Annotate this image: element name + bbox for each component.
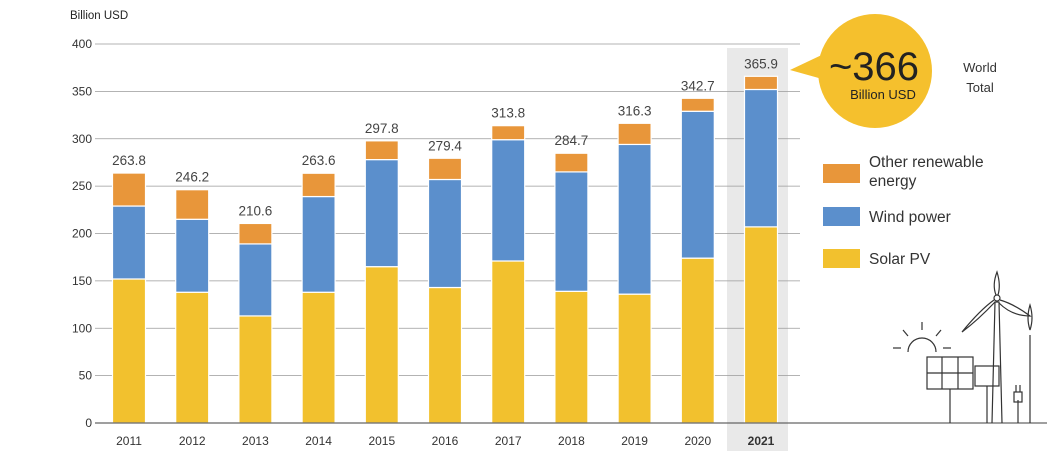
bar-2018-wind-power (554, 171, 589, 292)
bars (111, 75, 779, 424)
bar-2011-other-renewable-energy (111, 172, 147, 207)
legend: Other renewable energy Wind power Solar … (823, 154, 984, 268)
y-tick-200: 200 (72, 227, 92, 241)
y-tick-0: 0 (85, 416, 92, 430)
total-label-2017: 313.8 (491, 106, 525, 121)
bar-2017-other-renewable-energy (491, 125, 526, 141)
callout-bubble: ~366 Billion USD (790, 14, 932, 128)
bar-2017-wind-power (491, 139, 526, 262)
total-label-2018: 284.7 (555, 133, 589, 148)
bar-2021-other-renewable-energy (743, 75, 779, 91)
y-axis-unit-label: Billion USD (70, 10, 128, 22)
wind-turbine-large-icon (961, 270, 1032, 424)
x-tick-2016: 2016 (432, 434, 459, 448)
y-tick-50: 50 (79, 369, 93, 383)
solar-wind-plug-icon (893, 270, 1033, 424)
total-label-2021: 365.9 (744, 56, 778, 71)
x-tick-2011: 2011 (116, 434, 142, 448)
x-tick-2020: 2020 (684, 434, 711, 448)
y-tick-400: 400 (72, 37, 92, 51)
legend-label-wind: Wind power (869, 209, 951, 226)
x-tick-2012: 2012 (179, 434, 206, 448)
bar-2018-solar-pv (554, 290, 589, 424)
x-tick-2015: 2015 (368, 434, 395, 448)
bar-2021-wind-power (743, 88, 779, 228)
world-total-line2: Total (966, 80, 994, 95)
bar-2019-solar-pv (617, 293, 652, 424)
bar-2020-solar-pv (680, 257, 715, 424)
bar-2012-other-renewable-energy (175, 189, 210, 220)
bar-2017-solar-pv (491, 260, 526, 424)
total-label-2014: 263.6 (302, 153, 336, 168)
bar-2020-other-renewable-energy (680, 97, 715, 112)
plug-icon (1013, 385, 1023, 423)
total-label-2019: 316.3 (618, 103, 652, 118)
legend-label-other-line1: Other renewable (869, 154, 984, 171)
x-tick-2013: 2013 (242, 434, 269, 448)
total-label-2011: 263.8 (112, 153, 146, 168)
bar-2015-solar-pv (364, 266, 399, 424)
blue-swatch-icon (823, 207, 860, 226)
solar-panel-icon (926, 356, 1000, 423)
total-label-2015: 297.8 (365, 121, 399, 136)
bar-2016-wind-power (427, 178, 463, 289)
bar-2012-wind-power (175, 218, 210, 293)
y-axis-ticks: 0 50 100 150 200 250 300 350 400 (72, 37, 92, 430)
y-tick-250: 250 (72, 179, 92, 193)
bar-2011-wind-power (111, 205, 147, 280)
bar-2016-solar-pv (427, 286, 463, 424)
y-tick-350: 350 (72, 84, 92, 98)
bar-2015-wind-power (364, 158, 399, 268)
x-axis-ticks: 2011 2012 2013 2014 2015 2016 2017 2018 2019 2020… (116, 434, 775, 448)
x-tick-2019: 2019 (621, 434, 648, 448)
y-tick-100: 100 (72, 321, 92, 335)
legend-item-other-renewable: Other renewable energy (823, 154, 984, 190)
bar-2014-wind-power (301, 195, 336, 293)
bar-2018-other-renewable-energy (554, 152, 589, 173)
bar-2011-solar-pv (111, 278, 147, 424)
bar-2021-solar-pv (743, 226, 779, 424)
world-total-line1: World (963, 60, 997, 75)
bar-2020-wind-power (680, 110, 715, 259)
callout-unit: Billion USD (850, 87, 916, 102)
total-labels: 263.8 246.2 210.6 263.6 297.8 279.4 313.8 284.7… (112, 56, 778, 218)
bar-2013-other-renewable-energy (238, 222, 273, 245)
total-label-2020: 342.7 (681, 78, 715, 93)
x-tick-2018: 2018 (558, 434, 585, 448)
bar-2019-other-renewable-energy (617, 122, 652, 146)
total-label-2012: 246.2 (175, 170, 209, 185)
bar-2013-solar-pv (238, 315, 273, 424)
callout-circle (818, 14, 932, 128)
bar-2016-other-renewable-energy (427, 157, 463, 181)
bar-2013-wind-power (238, 243, 273, 317)
wind-turbine-small-icon (1027, 302, 1033, 423)
yellow-swatch-icon (823, 249, 860, 268)
y-tick-150: 150 (72, 274, 92, 288)
legend-item-wind: Wind power (823, 207, 951, 226)
legend-item-solar: Solar PV (823, 249, 931, 268)
bar-2015-other-renewable-energy (364, 140, 399, 161)
y-tick-300: 300 (72, 132, 92, 146)
bar-2012-solar-pv (175, 291, 210, 424)
x-tick-2017: 2017 (495, 434, 522, 448)
bar-2014-other-renewable-energy (301, 172, 336, 198)
total-label-2016: 279.4 (428, 138, 462, 153)
x-tick-2014: 2014 (305, 434, 332, 448)
bar-2014-solar-pv (301, 291, 336, 424)
legend-label-other-line2: energy (869, 173, 917, 190)
bar-2019-wind-power (617, 143, 652, 295)
orange-swatch-icon (823, 164, 860, 183)
sun-icon (893, 322, 951, 353)
legend-label-solar: Solar PV (869, 251, 931, 268)
x-tick-2021: 2021 (748, 434, 775, 448)
callout-big-value: ~366 (829, 45, 919, 89)
total-label-2013: 210.6 (239, 203, 273, 218)
